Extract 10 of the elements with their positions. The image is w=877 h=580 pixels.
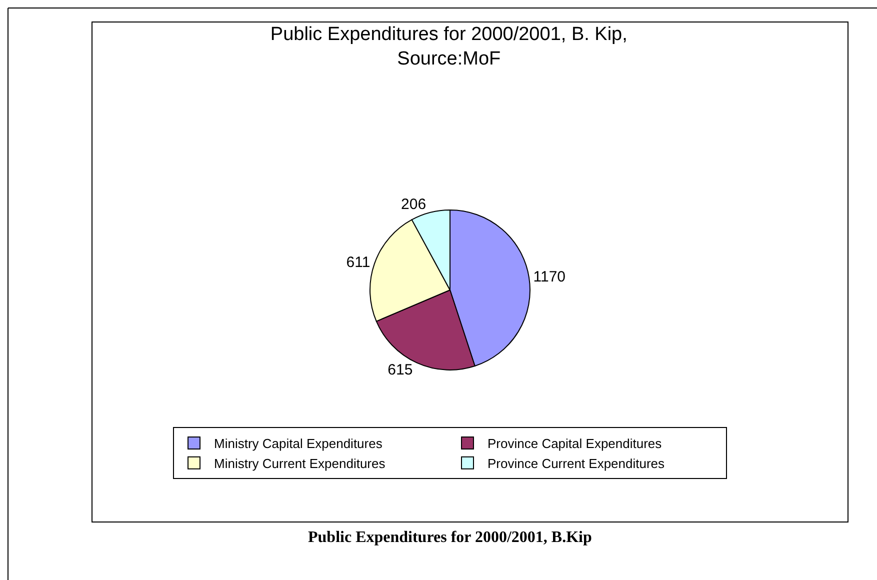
legend-label: Province Current Expenditures (488, 456, 666, 471)
text: Public Expenditures for 2000/2001, B.Kip (308, 529, 592, 546)
legend-label: Province Capital Expenditures (488, 436, 662, 452)
legend-label: Ministry Current Expenditures (214, 456, 386, 471)
legend-label: Ministry Capital Expenditures (214, 436, 383, 452)
data-label: 206 (401, 196, 426, 213)
data-label: 611 (346, 254, 370, 272)
data-label: 1170 (533, 268, 566, 286)
chart-title: Public Expenditures for 2000/2001, B. Kip, Source:MoF (270, 24, 628, 70)
data-label: 615 (388, 361, 413, 378)
